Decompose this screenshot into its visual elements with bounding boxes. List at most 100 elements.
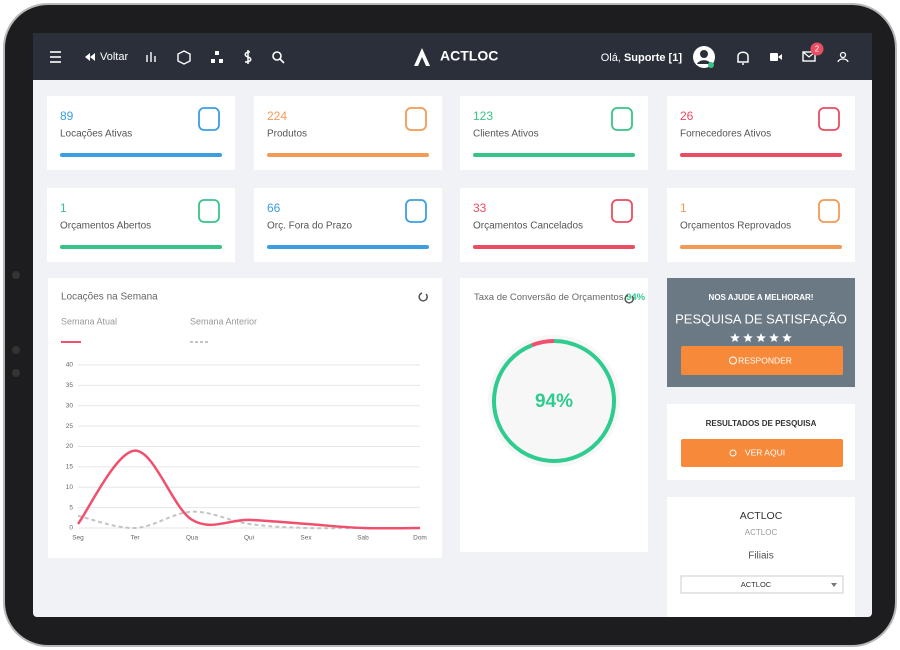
stat-bar <box>680 153 842 157</box>
results-icon <box>729 449 737 457</box>
greeting-text: Olá, <box>601 52 621 64</box>
x-tick-label: Qui <box>244 535 254 542</box>
y-tick-label: 20 <box>66 443 74 450</box>
x-tick-label: Ter <box>130 535 140 542</box>
stat-bar <box>473 153 635 157</box>
side-button <box>12 346 20 354</box>
stat-label: Orçamentos Abertos <box>60 221 151 232</box>
respond-button[interactable] <box>681 346 843 375</box>
search-icon[interactable] <box>272 51 285 64</box>
conversion-title-rate: 94% <box>626 292 646 303</box>
y-tick-label: 25 <box>66 423 74 430</box>
legend-label: Semana Atual <box>61 316 117 326</box>
stat-icon <box>611 107 633 131</box>
stat-value: 33 <box>473 201 487 215</box>
stat-icon <box>198 107 220 131</box>
stat-value: 224 <box>267 109 287 123</box>
stat-icon <box>818 199 840 223</box>
profile-icon[interactable] <box>837 51 849 63</box>
stat-cards: 89 Locações Ativas 224 Produtos 123 Clientes … <box>47 96 855 262</box>
stat-value: 1 <box>680 201 687 215</box>
donut <box>492 339 616 463</box>
company-subtitle: ACTLOC <box>745 528 778 537</box>
online-dot <box>708 62 714 68</box>
x-tick-label: Qua <box>186 535 199 542</box>
donut-label: 94% <box>535 391 573 412</box>
stat-icon <box>405 107 427 131</box>
x-tick-label: Sex <box>300 535 312 542</box>
stat-icon <box>611 199 633 223</box>
stat-bar <box>60 245 222 249</box>
legend-label: Semana Anterior <box>190 316 257 326</box>
results-button[interactable] <box>681 439 843 467</box>
y-tick-label: 30 <box>66 402 74 409</box>
results-button-label[interactable]: VER AQUI <box>745 447 785 457</box>
y-tick-label: 5 <box>69 504 73 511</box>
avatar-body <box>697 60 711 64</box>
stat-label: Produtos <box>267 129 307 140</box>
respond-label[interactable]: RESPONDER <box>738 355 792 365</box>
side-button <box>12 369 20 377</box>
stat-label: Locações Ativas <box>60 129 132 140</box>
stat-bar <box>267 153 429 157</box>
star <box>756 333 766 342</box>
donut-shadow <box>488 335 620 467</box>
refresh-icon[interactable] <box>418 292 428 302</box>
stat-value: 1 <box>60 201 67 215</box>
star <box>769 333 779 342</box>
stat-icon <box>198 199 220 223</box>
refresh-icon[interactable] <box>624 294 634 304</box>
stat-label: Clientes Ativos <box>473 129 539 140</box>
brand-name: ACTLOC <box>440 48 498 64</box>
survey-title: PESQUISA DE SATISFAÇÃO <box>675 311 847 326</box>
camera <box>12 271 20 279</box>
brand-logo <box>414 48 430 66</box>
stat-value: 123 <box>473 109 493 123</box>
series-line <box>76 449 421 530</box>
chart-icon[interactable] <box>146 52 156 62</box>
donut-arc <box>492 339 616 463</box>
star <box>743 333 753 342</box>
survey-kicker: NOS AJUDE A MELHORAR! <box>709 293 814 302</box>
box-icon[interactable] <box>177 50 191 65</box>
company-name: ACTLOC <box>740 510 783 522</box>
video-icon[interactable] <box>770 53 782 61</box>
branches-label: Filiais <box>748 551 774 562</box>
y-tick-label: 0 <box>69 525 73 532</box>
y-tick-label: 15 <box>66 464 74 471</box>
conversion-title-text: Taxa de Conversão de Orçamentos <box>474 292 624 303</box>
stat-bar <box>473 245 635 249</box>
stat-bar <box>680 245 842 249</box>
branch-select-value[interactable]: ACTLOC <box>741 580 772 589</box>
branch-select[interactable] <box>680 575 844 594</box>
stat-bar <box>60 153 222 157</box>
network-icon[interactable] <box>211 51 223 63</box>
user-name: Suporte [1] <box>624 52 682 64</box>
back-label[interactable]: Voltar <box>100 51 128 63</box>
mail-badge-count: 2 <box>815 45 820 54</box>
weekly-chart-card <box>48 278 442 558</box>
select-arrow <box>831 583 837 587</box>
rating-stars <box>730 333 792 342</box>
star <box>782 333 792 342</box>
stat-icon <box>405 199 427 223</box>
star <box>730 333 740 342</box>
mail-icon[interactable] <box>802 51 816 62</box>
stat-value: 89 <box>60 109 74 123</box>
y-tick-label: 10 <box>66 484 74 491</box>
mail-badge <box>810 42 824 56</box>
y-tick-label: 40 <box>66 362 74 369</box>
x-tick-label: Sab <box>357 535 369 542</box>
menu-icon[interactable] <box>50 51 61 63</box>
stat-label: Orç. Fora do Prazo <box>267 221 352 232</box>
stat-label: Orçamentos Reprovados <box>680 221 791 232</box>
donut-rest <box>531 339 555 348</box>
bell-icon[interactable] <box>737 51 749 65</box>
x-tick-label: Dom <box>413 535 427 542</box>
dollar-icon[interactable] <box>244 50 252 64</box>
results-title: RESULTADOS DE PESQUISA <box>706 419 817 428</box>
avatar-head <box>700 50 708 58</box>
back-button[interactable]: Voltar <box>85 51 128 63</box>
